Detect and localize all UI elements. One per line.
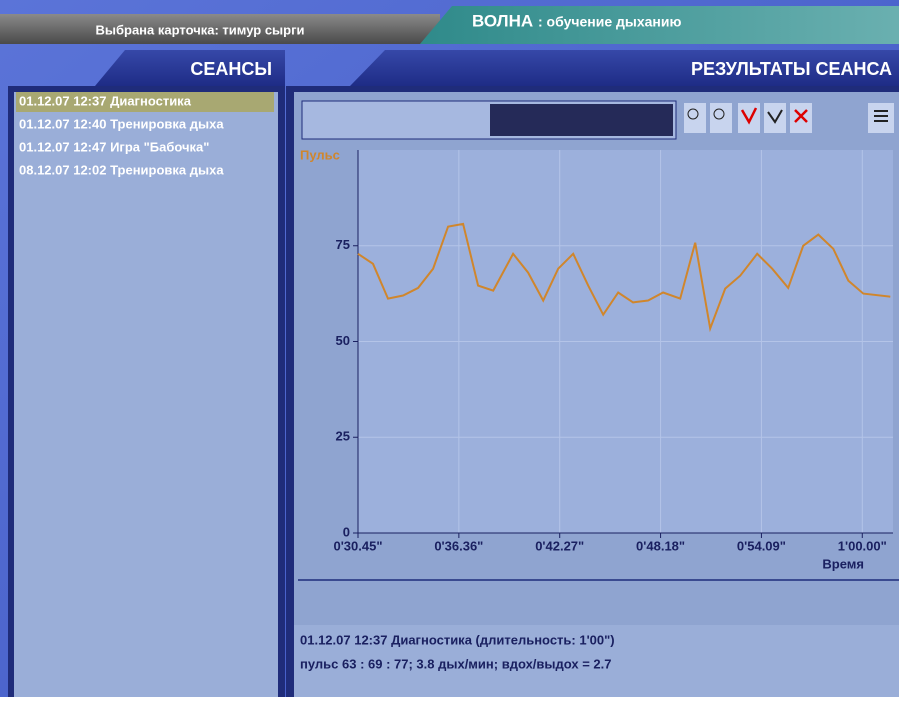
results-tab bbox=[350, 50, 899, 86]
list-button[interactable] bbox=[868, 103, 894, 133]
summary-box bbox=[294, 625, 899, 697]
selected-card: Выбрана карточка: тимур сырги bbox=[95, 22, 304, 37]
app-subtitle: : обучение дыханию bbox=[538, 14, 681, 30]
summary-line: 01.12.07 12:37 Диагностика (длительность… bbox=[300, 632, 615, 647]
zoom-in-button[interactable] bbox=[684, 103, 706, 133]
icon bbox=[687, 108, 699, 120]
results-title: РЕЗУЛЬТАТЫ СЕАНСА bbox=[691, 59, 892, 79]
x-tick-label: 0'48.18" bbox=[636, 538, 685, 553]
y-tick-label: 50 bbox=[336, 333, 350, 348]
header-bar bbox=[0, 14, 440, 44]
icon bbox=[740, 107, 758, 125]
delete-button[interactable] bbox=[790, 103, 812, 133]
x-tick-label: 1'00.00" bbox=[838, 538, 887, 553]
icon bbox=[767, 109, 783, 124]
zoom-out-button[interactable] bbox=[710, 103, 732, 133]
app-tab bbox=[420, 6, 899, 44]
icon bbox=[874, 110, 888, 122]
toolbar bbox=[684, 103, 894, 133]
mark-button[interactable] bbox=[738, 103, 760, 133]
sessions-tab bbox=[95, 50, 285, 86]
sessions-title: СЕАНСЫ bbox=[190, 59, 272, 79]
app-name: ВОЛНА bbox=[472, 11, 533, 30]
y-axis-label: Пульс bbox=[300, 147, 340, 162]
summary-line: пульс 63 : 69 : 77; 3.8 дых/мин; вдох/вы… bbox=[300, 656, 612, 671]
x-tick-label: 0'30.45" bbox=[333, 538, 382, 553]
y-tick-label: 75 bbox=[336, 237, 350, 252]
selected-row bbox=[16, 92, 274, 112]
session-item[interactable]: 01.12.07 12:47 Игра "Бабочка" bbox=[19, 139, 209, 154]
session-item[interactable]: 01.12.07 12:37 Диагностика bbox=[19, 93, 192, 108]
y-tick-label: 0 bbox=[343, 524, 350, 539]
mark-button[interactable] bbox=[764, 103, 786, 133]
sessions-list bbox=[14, 92, 278, 697]
x-tick-label: 0'54.09" bbox=[737, 538, 786, 553]
icon bbox=[713, 108, 725, 120]
progress-bar bbox=[490, 104, 673, 136]
x-tick-label: 0'36.36" bbox=[434, 538, 483, 553]
icon bbox=[794, 109, 808, 123]
x-axis-label: Время bbox=[822, 556, 864, 571]
pulse-line bbox=[357, 222, 891, 333]
session-item[interactable]: 01.12.07 12:40 Тренировка дыха bbox=[19, 116, 224, 131]
session-item[interactable]: 08.12.07 12:02 Тренировка дыха bbox=[19, 162, 224, 177]
x-tick-label: 0'42.27" bbox=[535, 538, 584, 553]
y-tick-label: 25 bbox=[336, 429, 350, 444]
